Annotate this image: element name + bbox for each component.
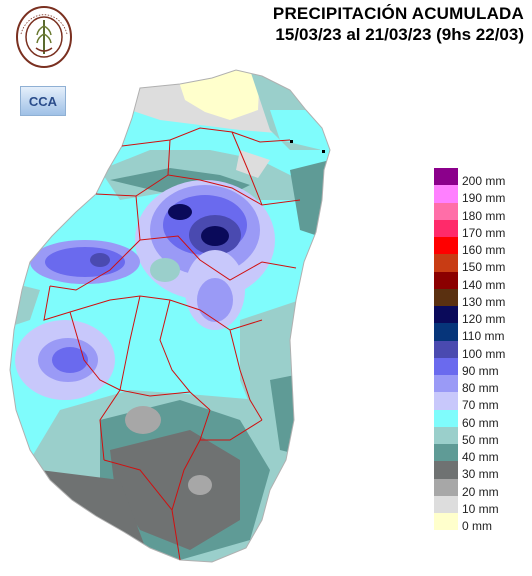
legend-row: 60 mm bbox=[434, 409, 530, 430]
legend-row: 120 mm bbox=[434, 306, 530, 326]
legend-label: 140 mm bbox=[462, 277, 506, 292]
legend-label: 150 mm bbox=[462, 260, 506, 275]
legend-label: 80 mm bbox=[462, 381, 499, 395]
legend-swatch bbox=[434, 288, 458, 306]
legend-row: 100 mm bbox=[434, 340, 530, 361]
legend-swatch bbox=[434, 202, 458, 220]
legend-row: 80 mm bbox=[434, 375, 530, 395]
legend-swatch bbox=[434, 237, 458, 255]
legend-row: 200 mm bbox=[434, 168, 530, 188]
legend-swatch bbox=[434, 168, 458, 186]
bolsa-cereales-seal-logo bbox=[16, 6, 72, 68]
legend-swatch bbox=[434, 426, 458, 444]
precipitation-legend: 200 mm 190 mm 180 mm 170 mm 160 mm 150 m… bbox=[434, 168, 530, 533]
legend-swatch bbox=[434, 306, 458, 324]
station-marker bbox=[290, 140, 293, 143]
legend-swatch bbox=[434, 495, 458, 513]
legend-row: 90 mm bbox=[434, 357, 530, 378]
legend-row: 190 mm bbox=[434, 185, 530, 206]
legend-swatch bbox=[434, 513, 458, 531]
legend-swatch bbox=[434, 357, 458, 375]
legend-label: 180 mm bbox=[462, 208, 506, 223]
legend-label: 70 mm bbox=[462, 398, 499, 413]
legend-row: 160 mm bbox=[434, 237, 530, 257]
legend-label: 200 mm bbox=[462, 174, 506, 188]
legend-label: 100 mm bbox=[462, 346, 506, 361]
legend-row: 110 mm bbox=[434, 323, 530, 344]
legend-label: 60 mm bbox=[462, 415, 499, 430]
legend-label: 0 mm bbox=[462, 519, 492, 533]
legend-row: 20 mm bbox=[434, 478, 530, 499]
legend-swatch bbox=[434, 392, 458, 410]
legend-swatch bbox=[434, 444, 458, 462]
cca-logo-text: CCA bbox=[29, 94, 58, 109]
map-title-block: PRECIPITACIÓN ACUMULADA 15/03/23 al 21/0… bbox=[273, 4, 524, 46]
station-marker bbox=[322, 150, 325, 153]
legend-row: 50 mm bbox=[434, 426, 530, 447]
legend-label: 120 mm bbox=[462, 312, 506, 326]
legend-row: 170 mm bbox=[434, 219, 530, 240]
legend-label: 110 mm bbox=[462, 329, 505, 344]
province-outline bbox=[9, 69, 331, 563]
legend-swatch bbox=[434, 461, 458, 479]
legend-row: 0 mm bbox=[434, 513, 530, 533]
legend-row: 140 mm bbox=[434, 271, 530, 292]
legend-swatch bbox=[434, 375, 458, 393]
legend-swatch bbox=[434, 271, 458, 289]
legend-row: 130 mm bbox=[434, 288, 530, 309]
legend-row: 10 mm bbox=[434, 495, 530, 516]
legend-label: 130 mm bbox=[462, 294, 506, 309]
map-title: PRECIPITACIÓN ACUMULADA bbox=[272, 4, 524, 23]
legend-row: 40 mm bbox=[434, 444, 530, 464]
legend-row: 150 mm bbox=[434, 254, 530, 275]
legend-swatch bbox=[434, 478, 458, 496]
legend-swatch bbox=[434, 254, 458, 272]
legend-swatch bbox=[434, 409, 458, 427]
legend-label: 20 mm bbox=[462, 484, 499, 499]
map-period: 15/03/23 al 21/03/23 (9hs 22/03) bbox=[275, 25, 524, 44]
legend-swatch bbox=[434, 323, 458, 341]
legend-label: 30 mm bbox=[462, 467, 499, 482]
cca-logo: CCA bbox=[20, 86, 66, 116]
legend-label: 190 mm bbox=[462, 191, 506, 206]
legend-label: 160 mm bbox=[462, 243, 506, 257]
legend-swatch bbox=[434, 219, 458, 237]
legend-label: 10 mm bbox=[462, 501, 499, 516]
legend-label: 170 mm bbox=[462, 225, 506, 240]
legend-label: 90 mm bbox=[462, 363, 499, 378]
legend-label: 50 mm bbox=[462, 432, 499, 447]
legend-row: 30 mm bbox=[434, 461, 530, 482]
legend-swatch bbox=[434, 340, 458, 358]
department-boundaries bbox=[43, 127, 301, 561]
legend-swatch bbox=[434, 185, 458, 203]
legend-row: 70 mm bbox=[434, 392, 530, 413]
legend-label: 40 mm bbox=[462, 450, 499, 464]
legend-row: 180 mm bbox=[434, 202, 530, 223]
